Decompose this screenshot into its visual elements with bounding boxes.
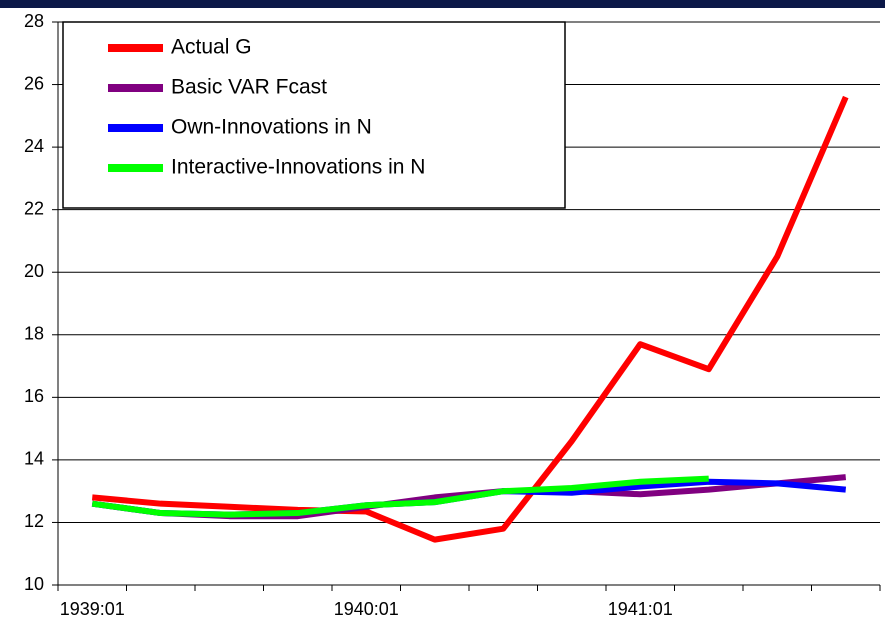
x-tick-label: 1940:01 [334, 599, 399, 619]
y-tick-label: 12 [24, 511, 44, 531]
legend-label: Own-Innovations in N [171, 116, 372, 139]
legend-label: Basic VAR Fcast [171, 76, 327, 99]
y-tick-label: 20 [24, 261, 44, 281]
legend-box [62, 21, 566, 209]
y-tick-label: 14 [24, 449, 44, 469]
series-line [91, 475, 709, 518]
y-tick-label: 22 [24, 198, 44, 218]
y-tick-label: 28 [24, 11, 44, 31]
y-tick-label: 16 [24, 386, 44, 406]
legend: Actual G Basic VAR Fcast Own-Innovations i… [62, 21, 566, 209]
top-bar [0, 0, 885, 8]
y-tick-label: 10 [24, 574, 44, 594]
y-tick-label: 26 [24, 73, 44, 93]
y-tick-label: 18 [24, 324, 44, 344]
x-tick-label: 1939:01 [60, 599, 125, 619]
series-line [91, 95, 849, 543]
legend-label: Interactive-Innovations in N [171, 156, 425, 179]
x-tick-label: 1941:01 [608, 599, 673, 619]
y-tick-label: 24 [24, 136, 44, 156]
legend-label: Actual G [171, 36, 252, 59]
